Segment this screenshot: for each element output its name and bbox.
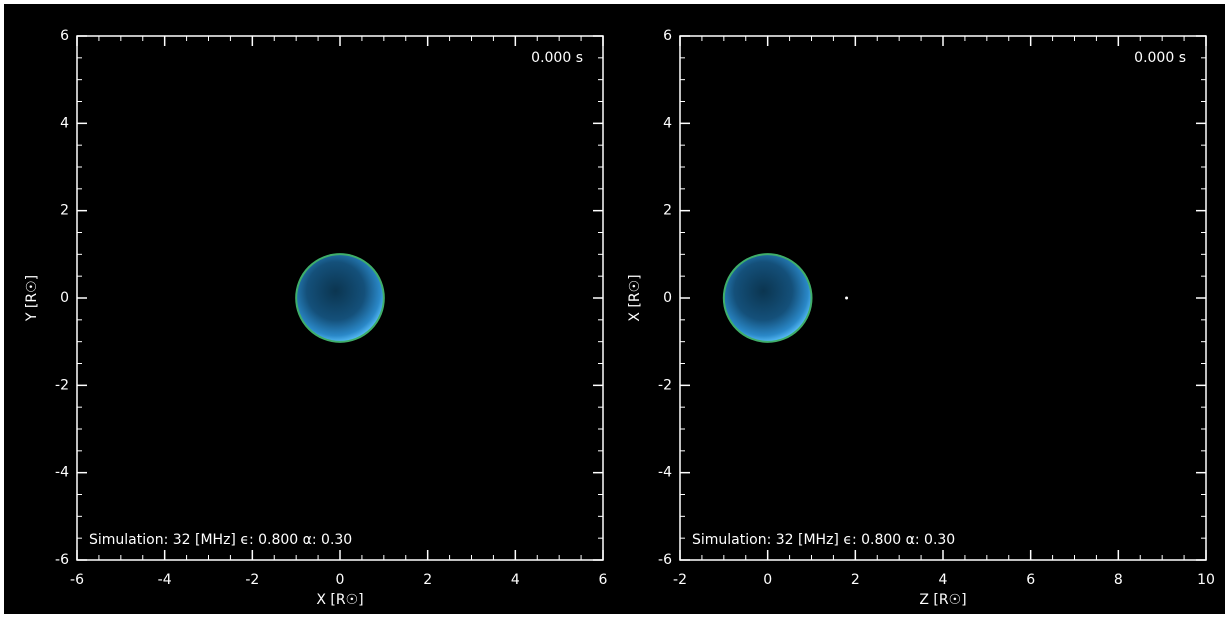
x-tick-label: 4 (939, 572, 948, 588)
x-tick-label: -2 (245, 572, 259, 588)
x-axis-label: X [R☉] (316, 592, 363, 608)
source-point (845, 297, 848, 300)
time-label: 0.000 s (1134, 50, 1186, 66)
y-tick-label: 4 (663, 115, 672, 131)
y-tick-label: -4 (55, 465, 69, 481)
x-tick-label: 6 (599, 572, 608, 588)
y-axis-label: X [R☉] (627, 274, 643, 321)
x-tick-label: -2 (673, 572, 687, 588)
x-tick-label: 8 (1114, 572, 1123, 588)
y-tick-label: 2 (663, 203, 672, 219)
annotation: Simulation: 32 [MHz] ϵ: 0.800 α: 0.30 (89, 532, 352, 548)
x-tick-label: 4 (511, 572, 520, 588)
x-tick-label: 0 (336, 572, 345, 588)
x-tick-label: 10 (1197, 572, 1215, 588)
x-tick-label: 6 (1026, 572, 1035, 588)
y-tick-label: -6 (55, 552, 69, 568)
x-tick-label: 0 (763, 572, 772, 588)
x-tick-label: -6 (70, 572, 84, 588)
y-axis-label: Y [R☉] (24, 275, 40, 322)
y-tick-label: 0 (663, 290, 672, 306)
sun-disk (296, 254, 384, 342)
y-tick-label: 0 (60, 290, 69, 306)
y-tick-label: -6 (658, 552, 672, 568)
y-tick-label: 4 (60, 115, 69, 131)
x-tick-label: -4 (158, 572, 172, 588)
annotation: Simulation: 32 [MHz] ϵ: 0.800 α: 0.30 (692, 532, 955, 548)
time-label: 0.000 s (531, 50, 583, 66)
y-tick-label: 6 (663, 28, 672, 44)
x-tick-label: 2 (423, 572, 432, 588)
y-tick-label: 6 (60, 28, 69, 44)
sun-disk (724, 254, 812, 342)
figure: -6 -4 -2 0 2 4 6 -6 -4 -2 0 2 4 6 X [R☉] Y [R☉] 0.000 s S… (0, 0, 1229, 618)
y-tick-label: -4 (658, 465, 672, 481)
page: -6 -4 -2 0 2 4 6 -6 -4 -2 0 2 4 6 X [R☉] Y [R☉] 0.000 s S… (0, 0, 1229, 622)
y-tick-label: -2 (658, 377, 672, 393)
background (4, 4, 1225, 614)
y-tick-label: 2 (60, 203, 69, 219)
x-axis-label: Z [R☉] (919, 592, 966, 608)
x-tick-label: 2 (851, 572, 860, 588)
y-tick-label: -2 (55, 377, 69, 393)
